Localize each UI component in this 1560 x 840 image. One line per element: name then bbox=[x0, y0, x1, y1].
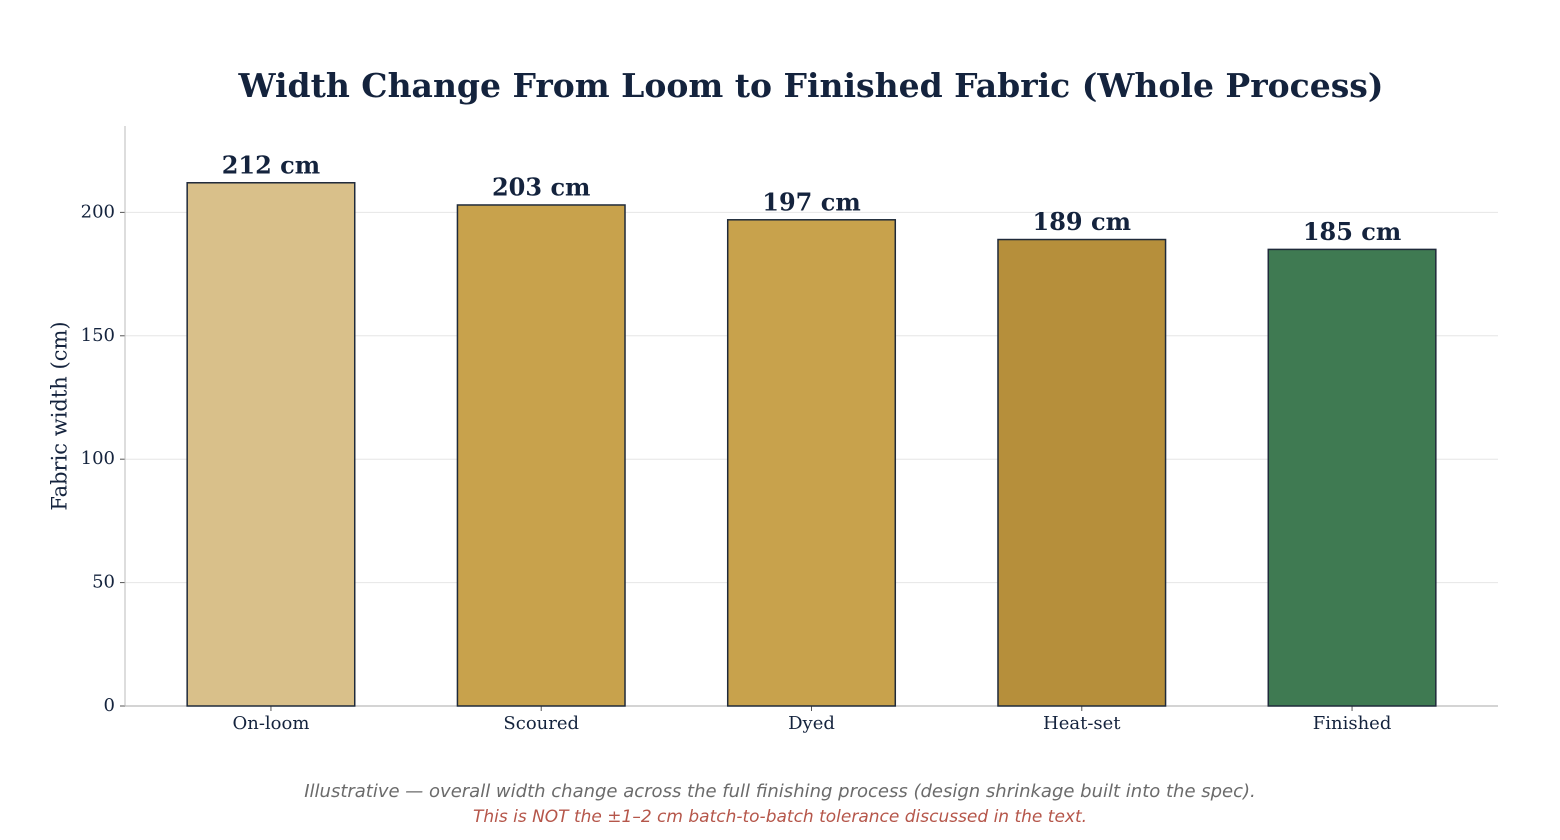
x-tick-label: Scoured bbox=[503, 713, 579, 734]
x-tick-label: Dyed bbox=[788, 713, 835, 734]
y-tick-label: 150 bbox=[81, 325, 115, 346]
value-label: 189 cm bbox=[1033, 207, 1131, 236]
footnote: Illustrative — overall width change acro… bbox=[304, 781, 1256, 802]
footnote-warning: This is NOT the ±1–2 cm batch-to-batch t… bbox=[473, 807, 1087, 827]
x-tick-label: Heat-set bbox=[1043, 713, 1121, 734]
value-label: 185 cm bbox=[1303, 217, 1401, 246]
bar bbox=[186, 182, 356, 707]
bar bbox=[726, 219, 897, 707]
chart-title: Width Change From Loom to Finished Fabri… bbox=[237, 66, 1383, 105]
y-tick-label: 50 bbox=[92, 572, 115, 593]
x-tick-label: On-loom bbox=[232, 713, 309, 734]
y-tick-label: 100 bbox=[81, 448, 115, 469]
value-label: 203 cm bbox=[492, 172, 590, 201]
bar bbox=[1267, 248, 1437, 707]
y-axis-label: Fabric width (cm) bbox=[48, 321, 72, 510]
y-tick-label: 0 bbox=[104, 695, 115, 716]
value-label: 197 cm bbox=[762, 187, 860, 216]
bar bbox=[456, 204, 626, 707]
x-tick-label: Finished bbox=[1313, 713, 1392, 734]
y-tick-label: 200 bbox=[81, 201, 115, 222]
value-label: 212 cm bbox=[222, 150, 320, 179]
bar bbox=[997, 238, 1167, 707]
